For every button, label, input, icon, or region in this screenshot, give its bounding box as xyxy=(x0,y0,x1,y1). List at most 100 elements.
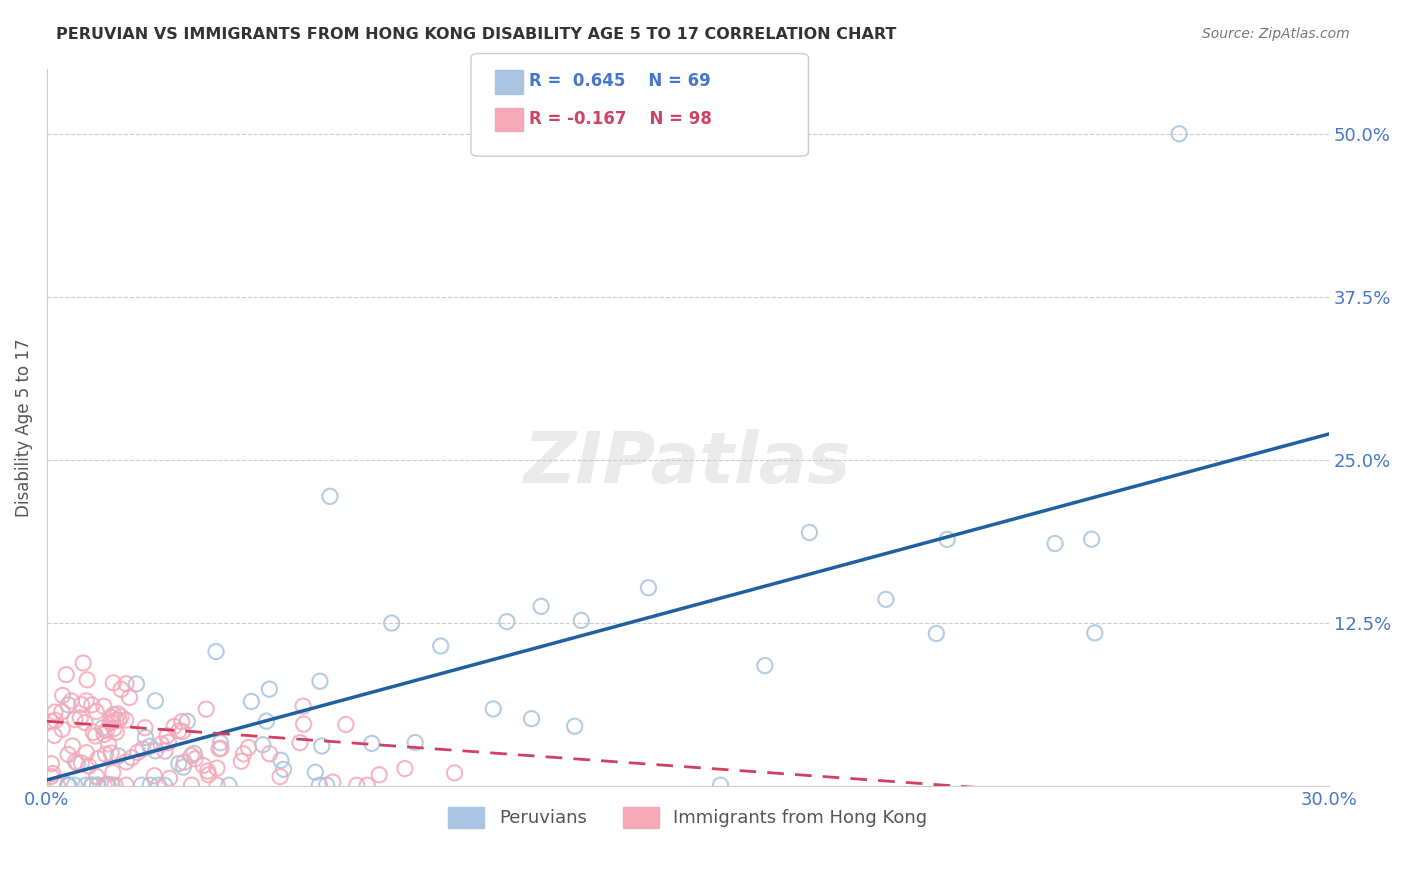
Point xyxy=(322,775,344,789)
Point xyxy=(637,581,659,595)
Point xyxy=(799,525,821,540)
Point xyxy=(145,694,167,708)
Point xyxy=(121,750,143,764)
Point xyxy=(180,748,202,763)
Point xyxy=(1168,127,1191,141)
Point xyxy=(69,711,91,725)
Point xyxy=(394,762,416,776)
Point xyxy=(936,533,959,547)
Point xyxy=(1043,536,1066,550)
Point xyxy=(311,739,333,753)
Point xyxy=(87,751,110,765)
Point xyxy=(107,706,129,721)
Point xyxy=(100,715,122,730)
Point xyxy=(44,705,66,719)
Point xyxy=(176,714,198,729)
Point xyxy=(153,744,176,758)
Point xyxy=(335,717,357,731)
Point xyxy=(270,753,292,767)
Point xyxy=(205,761,228,775)
Point xyxy=(346,778,368,792)
Point xyxy=(172,724,194,739)
Point xyxy=(58,778,80,792)
Point xyxy=(404,735,426,749)
Point xyxy=(205,644,228,658)
Point xyxy=(118,690,141,705)
Point xyxy=(80,778,103,792)
Point xyxy=(259,747,281,761)
Point xyxy=(80,698,103,712)
Point xyxy=(63,778,86,792)
Point xyxy=(115,755,138,769)
Point xyxy=(569,614,592,628)
Point xyxy=(84,705,107,719)
Point xyxy=(530,599,553,614)
Point xyxy=(52,689,75,703)
Point xyxy=(139,739,162,754)
Point xyxy=(51,722,73,736)
Point xyxy=(110,682,132,697)
Point xyxy=(754,658,776,673)
Point xyxy=(41,756,63,771)
Point xyxy=(101,765,124,780)
Point xyxy=(51,705,73,719)
Point xyxy=(93,778,115,792)
Point xyxy=(273,762,295,776)
Point xyxy=(131,778,153,792)
Point xyxy=(75,746,97,760)
Point xyxy=(252,738,274,752)
Point xyxy=(231,754,253,768)
Point xyxy=(100,746,122,760)
Point xyxy=(443,765,465,780)
Point xyxy=(75,694,97,708)
Point xyxy=(101,715,124,730)
Point xyxy=(520,712,543,726)
Text: R =  0.645    N = 69: R = 0.645 N = 69 xyxy=(529,72,710,90)
Point xyxy=(107,748,129,763)
Point xyxy=(156,729,179,743)
Point xyxy=(172,760,194,774)
Point xyxy=(319,489,342,503)
Point xyxy=(163,719,186,733)
Point xyxy=(84,729,107,743)
Point xyxy=(86,769,108,783)
Point xyxy=(292,717,315,731)
Point xyxy=(139,778,162,792)
Text: PERUVIAN VS IMMIGRANTS FROM HONG KONG DISABILITY AGE 5 TO 17 CORRELATION CHART: PERUVIAN VS IMMIGRANTS FROM HONG KONG DI… xyxy=(56,27,897,42)
Point xyxy=(170,714,193,729)
Point xyxy=(110,710,132,724)
Point xyxy=(115,778,138,792)
Point xyxy=(39,769,62,783)
Point xyxy=(55,667,77,681)
Point xyxy=(195,702,218,716)
Point xyxy=(309,674,332,689)
Point xyxy=(65,755,87,769)
Point xyxy=(105,725,128,739)
Point xyxy=(288,736,311,750)
Y-axis label: Disability Age 5 to 17: Disability Age 5 to 17 xyxy=(15,338,32,516)
Point xyxy=(135,731,157,745)
Point xyxy=(93,727,115,741)
Point xyxy=(167,723,190,738)
Point xyxy=(91,721,114,735)
Point xyxy=(70,698,93,712)
Point xyxy=(256,714,278,728)
Text: R = -0.167    N = 98: R = -0.167 N = 98 xyxy=(529,110,711,128)
Point xyxy=(76,673,98,687)
Point xyxy=(108,713,131,727)
Point xyxy=(159,771,181,785)
Point xyxy=(82,778,104,792)
Point xyxy=(1080,532,1102,546)
Point xyxy=(96,778,118,792)
Point xyxy=(104,713,127,727)
Point xyxy=(1084,626,1107,640)
Point xyxy=(184,752,207,766)
Point xyxy=(56,747,79,762)
Point xyxy=(39,714,62,729)
Point xyxy=(173,756,195,770)
Text: Source: ZipAtlas.com: Source: ZipAtlas.com xyxy=(1202,27,1350,41)
Point xyxy=(44,714,66,728)
Point xyxy=(127,745,149,759)
Point xyxy=(132,742,155,756)
Point xyxy=(114,713,136,727)
